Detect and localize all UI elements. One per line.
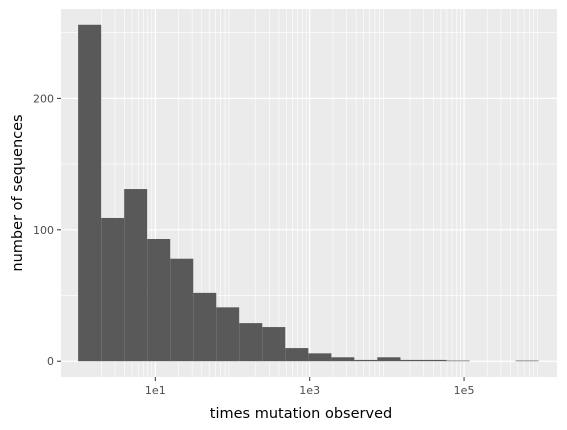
y-axis-title: number of sequences: [10, 114, 26, 271]
histogram-bar: [377, 357, 401, 362]
histogram-bar: [515, 360, 539, 362]
x-axis: 1e1 1e3 1e5: [145, 377, 475, 397]
histogram-bar: [78, 24, 102, 362]
y-axis: 0 100 200: [33, 92, 61, 368]
x-tick-label: 1e1: [145, 384, 166, 397]
histogram-bar: [354, 359, 378, 362]
x-tick-label: 1e3: [299, 384, 320, 397]
x-axis-title: times mutation observed: [210, 406, 392, 422]
histogram-bar: [400, 359, 424, 362]
histogram-bar: [331, 357, 355, 362]
histogram-bar: [193, 292, 217, 362]
x-tick-label: 1e5: [454, 384, 475, 397]
histogram-bar: [147, 239, 171, 362]
y-tick-label: 200: [33, 92, 54, 105]
histogram-bar: [423, 359, 447, 362]
histogram-bars: [78, 24, 539, 362]
histogram-bar: [262, 327, 286, 362]
y-tick-label: 0: [47, 355, 54, 368]
histogram-bar: [446, 360, 470, 362]
histogram-bar: [308, 353, 332, 362]
y-tick-label: 100: [33, 224, 54, 237]
histogram-bar: [216, 307, 240, 362]
histogram-bar: [170, 258, 194, 362]
histogram-bar: [239, 323, 263, 362]
histogram-bar: [124, 189, 148, 362]
histogram-bar: [285, 348, 309, 362]
histogram-bar: [101, 217, 125, 362]
